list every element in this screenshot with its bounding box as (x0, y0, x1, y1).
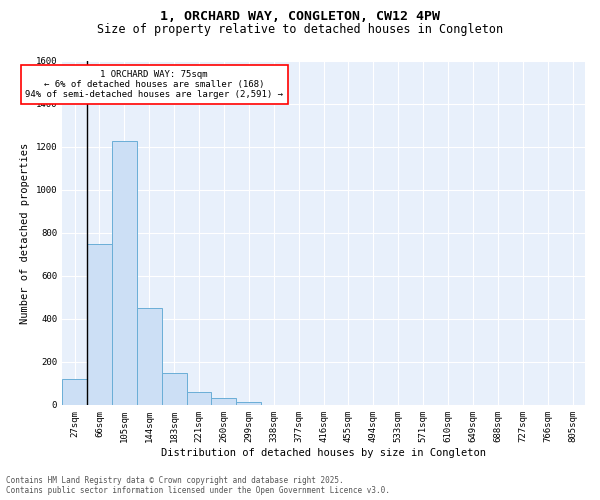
Bar (236, 402, 261, 405)
Bar (87, 244, 112, 405)
Bar (62, 379, 87, 405)
Bar (137, 308, 161, 405)
X-axis label: Distribution of detached houses by size in Congleton: Distribution of detached houses by size … (161, 448, 486, 458)
Bar (161, 372, 187, 405)
Text: Contains HM Land Registry data © Crown copyright and database right 2025.
Contai: Contains HM Land Registry data © Crown c… (6, 476, 390, 495)
Y-axis label: Number of detached properties: Number of detached properties (20, 142, 30, 324)
Bar (187, 392, 211, 405)
Text: Size of property relative to detached houses in Congleton: Size of property relative to detached ho… (97, 22, 503, 36)
Text: 1 ORCHARD WAY: 75sqm
← 6% of detached houses are smaller (168)
94% of semi-detac: 1 ORCHARD WAY: 75sqm ← 6% of detached ho… (25, 70, 283, 100)
Text: 1, ORCHARD WAY, CONGLETON, CW12 4PW: 1, ORCHARD WAY, CONGLETON, CW12 4PW (160, 10, 440, 23)
Bar (112, 140, 137, 405)
Bar (211, 398, 236, 405)
